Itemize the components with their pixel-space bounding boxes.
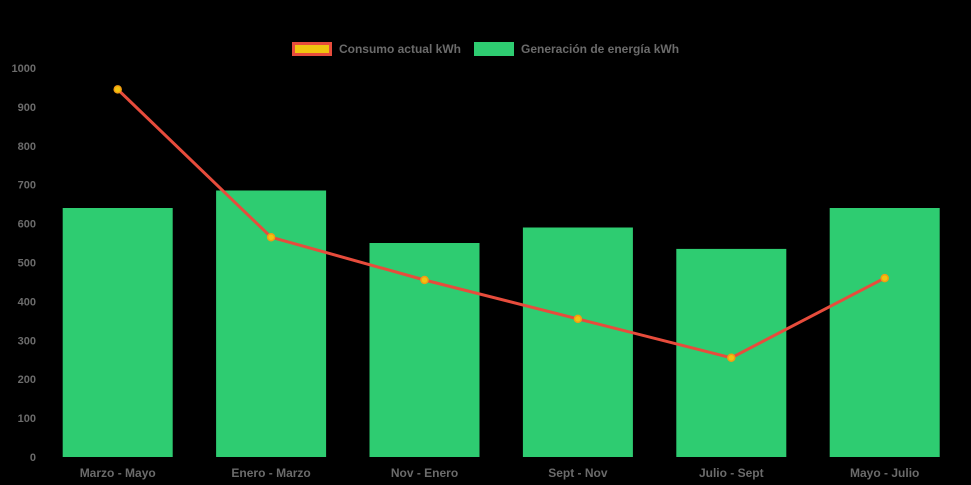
bar-2[interactable] — [369, 243, 480, 457]
y-tick-label: 0 — [30, 452, 36, 464]
x-category-label: Enero - Marzo — [231, 466, 310, 480]
legend-label-consumo: Consumo actual kWh — [338, 42, 461, 56]
bar-0[interactable] — [62, 208, 173, 457]
y-axis-ticks: 0 100 200 300 400 500 600 700 800 900 1000 — [12, 63, 36, 464]
y-tick-label: 100 — [18, 413, 36, 425]
bar-5[interactable] — [829, 208, 940, 457]
bar-1[interactable] — [216, 190, 327, 458]
data-point-3[interactable] — [573, 314, 583, 324]
data-point-4[interactable] — [727, 353, 736, 363]
y-tick-label: 700 — [18, 180, 36, 192]
x-axis-labels: Marzo - Mayo Enero - Marzo Nov - Enero Sept… — [80, 466, 920, 480]
y-tick-label: 400 — [18, 296, 36, 308]
data-point-1[interactable] — [266, 232, 276, 242]
legend-swatch-generacion-icon — [473, 42, 514, 56]
x-category-label: Sept - Nov — [548, 466, 608, 480]
y-tick-label: 800 — [18, 141, 36, 153]
legend-item-consumo[interactable]: Consumo actual kWh — [291, 42, 461, 56]
legend-swatch-consumo-icon — [291, 42, 332, 56]
x-category-label: Marzo - Mayo — [80, 466, 156, 480]
y-tick-label: 200 — [18, 374, 36, 386]
data-point-5[interactable] — [880, 273, 889, 283]
consumo-line — [116, 87, 887, 360]
legend-label-generacion: Generación de energía kWh — [520, 42, 680, 56]
x-category-label: Nov - Enero — [391, 466, 458, 480]
data-point-0[interactable] — [113, 85, 122, 94]
x-category-label: Mayo - Julio — [850, 466, 919, 480]
y-tick-label: 1000 — [12, 63, 36, 75]
y-tick-label: 600 — [18, 219, 36, 231]
legend-item-generacion[interactable]: Generación de energía kWh — [473, 42, 680, 56]
chart-legend: Consumo actual kWh Generación de energía… — [0, 42, 971, 56]
bar-series — [62, 190, 940, 458]
bar-3[interactable] — [522, 227, 633, 458]
line-points — [113, 85, 889, 363]
y-tick-label: 900 — [18, 102, 36, 114]
y-tick-label: 500 — [18, 258, 36, 270]
data-point-2[interactable] — [420, 275, 429, 285]
y-tick-label: 300 — [18, 335, 36, 347]
bar-4[interactable] — [676, 248, 787, 457]
x-category-label: Julio - Sept — [699, 466, 764, 480]
